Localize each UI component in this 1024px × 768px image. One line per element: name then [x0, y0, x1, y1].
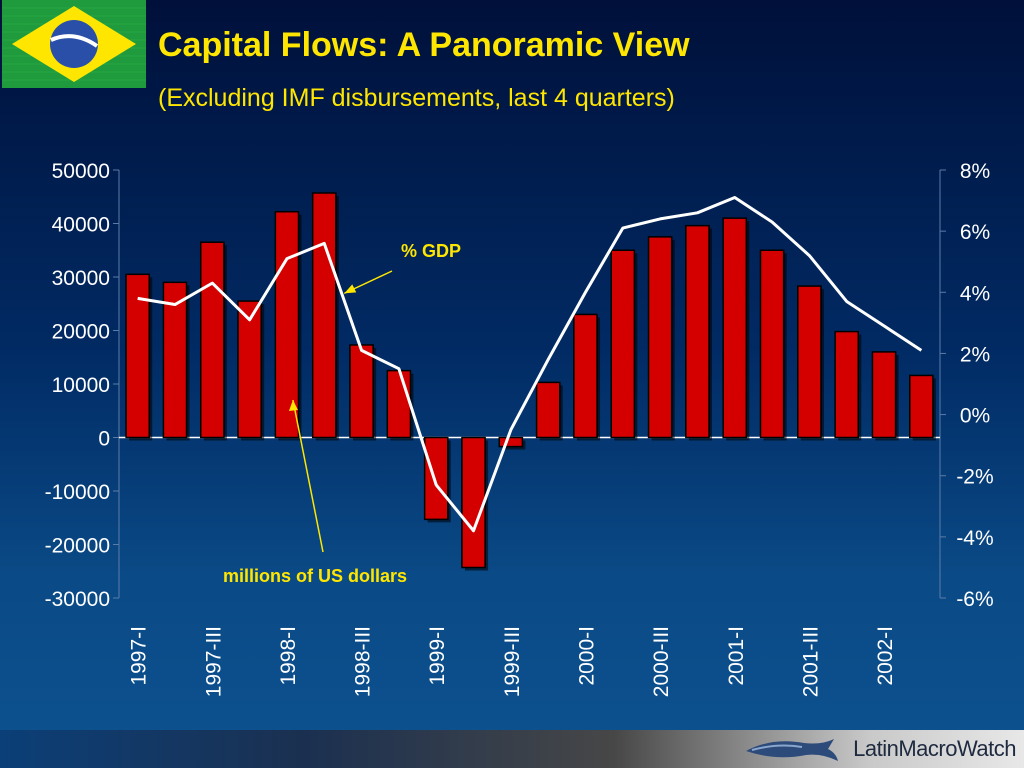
gdp-line — [137, 196, 923, 533]
x-axis-tick-label: 2000-III — [650, 626, 673, 697]
fish-logo-icon — [746, 739, 838, 761]
bar-1997-I — [125, 273, 150, 439]
right-axis-tick-label: -6% — [956, 588, 993, 611]
left-axis-tick-label: 10000 — [52, 374, 110, 397]
bar-1998-III — [349, 344, 374, 439]
brazil-flag-icon — [2, 0, 146, 88]
bar-1997-IV — [237, 300, 262, 439]
right-axis-tick-label: 6% — [960, 221, 990, 244]
right-axis-tick-label: 0% — [960, 405, 990, 428]
x-axis-tick-label: 1999-I — [426, 626, 449, 686]
logo-text: LatinMacroWatch — [853, 736, 1016, 761]
x-axis-tick-label: 1999-III — [501, 626, 524, 697]
bar-1999-I — [423, 436, 449, 521]
bar-2001-II — [759, 249, 785, 439]
gdp-arrowhead — [344, 284, 357, 294]
line-series — [137, 196, 923, 533]
bar-series — [125, 192, 936, 571]
x-axis-tick-label: 2002-I — [874, 626, 897, 686]
right-axis-tick-labels: 8% 6% 4% 2% 0% -2% -4% -6% — [956, 160, 993, 611]
left-axis-tick-label: -30000 — [45, 588, 110, 611]
bar-2000-I — [573, 313, 598, 439]
bar-2001-III — [797, 285, 822, 439]
x-axis-tick-label: 2001-III — [799, 626, 822, 697]
x-axis-tick-label: 1997-I — [128, 626, 151, 686]
left-axis-tick-label: 40000 — [52, 214, 110, 237]
bar-1998-II — [311, 192, 337, 439]
bar-1997-II — [162, 281, 188, 439]
bar-2000-IV — [685, 224, 710, 439]
usd-annotation-arrow — [292, 399, 324, 553]
left-axis-tick-label: -20000 — [45, 535, 110, 558]
left-axis-tick-label: 50000 — [52, 160, 110, 183]
left-axis-tick-label: 0 — [98, 428, 110, 451]
bar-1999-II — [461, 436, 486, 569]
right-axis-tick-label: 2% — [960, 343, 990, 366]
chart-annotations: % GDP millions of US dollars — [223, 241, 461, 586]
bar-2000-III — [647, 236, 673, 439]
slide-title: Capital Flows: A Panoramic View — [158, 26, 690, 64]
bar-2001-IV — [834, 330, 860, 439]
left-axis-tick-labels: 50000 40000 30000 20000 10000 0 -10000 -20000 -3… — [45, 160, 110, 611]
usd-arrowhead — [288, 400, 298, 411]
left-axis-tick-label: 30000 — [52, 267, 110, 290]
bar-1999-IV — [535, 381, 561, 439]
slide-subtitle: (Excluding IMF disbursements, last 4 qua… — [158, 84, 675, 112]
bar-1999-III — [498, 436, 524, 448]
bar-1997-III — [199, 241, 225, 439]
x-axis-tick-label: 1998-III — [352, 626, 375, 697]
right-axis-tick-label: -4% — [956, 527, 993, 550]
footer-band — [0, 730, 1024, 768]
right-axis-tick-label: -2% — [956, 466, 993, 489]
x-axis-tick-label: 2000-I — [575, 626, 598, 686]
right-axis-tick-label: 8% — [960, 160, 990, 183]
bar-1998-IV — [386, 369, 412, 439]
x-axis-tick-label: 1998-I — [277, 626, 300, 686]
x-axis-tick-labels: 1997-I 1997-III 1998-I 1998-III 1999-I 1999-I… — [128, 626, 897, 697]
bar-2002-I — [871, 351, 897, 439]
left-axis-tick-label: -10000 — [45, 481, 110, 504]
bar-2000-II — [610, 249, 636, 439]
x-axis-tick-label: 1997-III — [202, 626, 225, 697]
left-axis-tick-label: 20000 — [52, 321, 110, 344]
right-axis-tick-label: 4% — [960, 282, 990, 305]
bar-2001-I — [722, 217, 748, 439]
bar-1998-I — [274, 210, 300, 439]
usd-annotation-label: millions of US dollars — [223, 566, 407, 586]
x-axis-tick-label: 2001-I — [725, 626, 748, 686]
bar-2002-II — [909, 374, 934, 439]
gdp-annotation-label: % GDP — [401, 241, 461, 261]
